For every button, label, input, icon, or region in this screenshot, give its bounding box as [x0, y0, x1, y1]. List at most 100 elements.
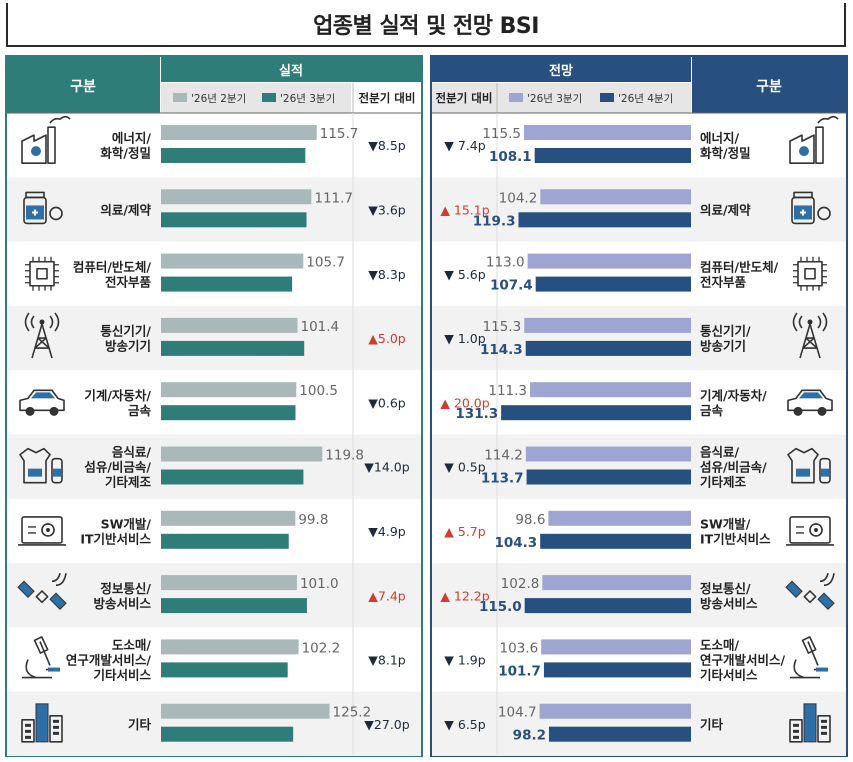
row-right-4: 기계/자동차/금속	[700, 388, 833, 418]
row-label-left: 방송서비스	[93, 596, 151, 611]
bar-label-right-prev: 115.3	[483, 319, 522, 335]
bottle-cross	[800, 209, 806, 216]
right-legend-swatch-cur	[600, 93, 614, 102]
page-title: 업종별 실적 및 전망 BSI	[313, 14, 539, 39]
factory-dot	[799, 146, 809, 157]
car-wheel	[793, 406, 803, 416]
chip-pins	[25, 256, 59, 291]
factory-dot	[31, 146, 41, 157]
building-window	[821, 719, 827, 723]
building-window	[821, 725, 827, 729]
bar-right-cur	[548, 726, 691, 742]
row-label-right: 방송기기	[700, 339, 746, 354]
row-shade-right	[432, 563, 846, 628]
diff-right: ▼ 1.0p	[444, 331, 485, 346]
factory-smoke	[817, 115, 839, 124]
food-textile-icon	[19, 447, 63, 484]
bar-left-prev	[161, 125, 317, 140]
row-shade-right	[432, 305, 846, 371]
row-left-2: 컴퓨터/반도체/전자부품	[25, 256, 151, 291]
row-label-left: 정보통신/	[100, 581, 151, 596]
row-right-3: 통신기기/방송기기	[700, 312, 828, 359]
chip-core	[36, 267, 48, 280]
car-body	[19, 389, 65, 412]
bar-right-prev	[530, 382, 691, 398]
building-tall	[35, 703, 49, 743]
right-group-header	[432, 57, 691, 82]
chip-icon	[793, 256, 827, 291]
diff-right: ▼ 6.5p	[444, 717, 485, 732]
laptop-gear-icon	[786, 516, 834, 546]
right-category-label: 구분	[756, 79, 782, 95]
diff-left: ▼0.6p	[368, 395, 405, 410]
left-category-header	[7, 57, 160, 113]
row-label-left: IT기반서비스	[80, 531, 151, 546]
bar-label-left-prev: 125.2	[333, 705, 372, 721]
medicine-icon	[791, 191, 831, 225]
car-icon	[19, 389, 65, 416]
row-label-right: 기계/자동차/	[700, 388, 767, 403]
factory-chimney	[47, 126, 56, 164]
bar-left-prev	[161, 317, 298, 333]
bar-right-cur	[534, 148, 691, 163]
building-window	[53, 725, 59, 729]
bar-left-prev	[161, 639, 299, 655]
bar-left-cur	[161, 469, 304, 485]
bar-right-cur	[526, 469, 691, 485]
row-label-right: 화학/정밀	[700, 146, 751, 161]
right-legend-box	[432, 83, 691, 113]
bar-label-right-prev: 111.3	[488, 383, 527, 399]
bar-right-prev	[548, 510, 691, 526]
row-right-9: 기타	[700, 703, 831, 743]
car-window	[799, 392, 823, 399]
bar-left-prev	[161, 575, 297, 591]
bottle-label	[821, 468, 829, 477]
satellite-body	[803, 590, 817, 604]
bar-label-left-cur: 108.4	[261, 599, 304, 615]
row-shade-left	[7, 434, 421, 499]
satellite-body	[35, 590, 49, 604]
chip-body	[29, 260, 55, 287]
chip-pins	[25, 256, 59, 291]
microscope-tube	[33, 636, 49, 654]
row-label-right: 기타제조	[700, 475, 747, 490]
row-left-9: 기타	[21, 703, 151, 743]
row-label-left: 기계/자동차/	[84, 388, 151, 403]
bar-label-left-cur: 108.1	[261, 213, 304, 229]
buildings-icon	[21, 703, 63, 743]
chip-icon	[25, 256, 59, 291]
diff-left: ▼8.3p	[368, 267, 405, 282]
bar-left-prev	[161, 446, 323, 462]
diff-left: ▲5.0p	[368, 331, 405, 346]
building-window	[793, 729, 799, 733]
diff-left: ▼4.9p	[368, 524, 405, 539]
car-wheel	[49, 406, 59, 416]
gear-center	[46, 527, 50, 532]
bar-left-cur	[161, 212, 307, 228]
bar-label-left-cur: 94.1	[251, 663, 284, 679]
row-right-2: 컴퓨터/반도체/전자부품	[700, 256, 827, 291]
chip-pins	[793, 256, 827, 291]
bar-right-cur	[518, 212, 691, 228]
row-left-4: 기계/자동차/금속	[19, 388, 151, 418]
building-window	[793, 735, 799, 739]
bar-left-prev	[161, 382, 297, 398]
left-legend-prev: '26년 2분기	[191, 93, 246, 105]
chip-pins	[793, 256, 827, 291]
bar-left-cur	[161, 340, 305, 356]
bar-right-cur	[535, 276, 691, 292]
bar-label-left-prev: 111.7	[314, 190, 353, 206]
bar-right-cur	[543, 662, 691, 678]
left-diff-header: 전분기 대비	[359, 91, 416, 105]
car-wheel	[817, 406, 827, 416]
bar-label-right-cur: 119.3	[473, 213, 516, 229]
building	[817, 715, 831, 743]
pill	[817, 206, 831, 221]
right-legend-swatch-prev	[509, 93, 523, 102]
bottle-cap	[793, 191, 813, 199]
shirt-tag	[28, 468, 42, 477]
microscope-stage	[816, 667, 828, 672]
tower-waves	[792, 312, 828, 332]
bar-label-right-prev: 113.0	[486, 255, 525, 271]
